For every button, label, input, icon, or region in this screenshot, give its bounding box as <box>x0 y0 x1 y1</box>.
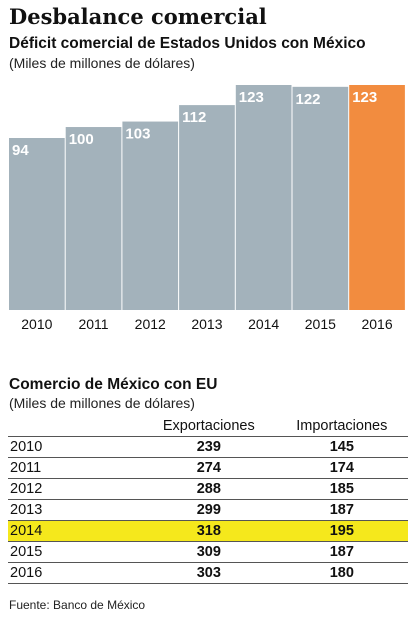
table-cell-year: 2010 <box>8 436 142 458</box>
bar-value-label: 122 <box>296 91 321 108</box>
table-cell-imports: 174 <box>275 457 408 479</box>
table-cell-year: 2012 <box>8 478 142 500</box>
bar-2013 <box>179 105 235 310</box>
x-tick-label: 2013 <box>191 316 222 332</box>
x-tick-label: 2015 <box>305 316 336 332</box>
table-cell-exports: 274 <box>142 457 276 479</box>
bar-2010 <box>9 138 65 310</box>
table-cell-imports: 195 <box>275 520 408 542</box>
table-cell-year: 2016 <box>8 562 142 584</box>
bar-2015 <box>292 86 349 311</box>
bar-value-label: 123 <box>352 89 377 106</box>
bar-value-label: 123 <box>239 89 264 106</box>
bar-value-label: 100 <box>69 131 94 148</box>
x-tick-label: 2014 <box>248 316 279 332</box>
trade-table: Exportaciones Importaciones 2010 239 145 20… <box>8 416 408 584</box>
table-cell-imports: 187 <box>275 499 408 521</box>
table-row: 2011 274 174 <box>8 457 408 479</box>
page-title: Desbalance comercial <box>9 4 267 29</box>
table-cell-exports: 299 <box>142 499 276 521</box>
table-cell-imports: 180 <box>275 562 408 584</box>
table-cell-imports: 185 <box>275 478 408 500</box>
table-cell-year: 2014 <box>8 520 142 542</box>
table-header-row: Exportaciones Importaciones <box>8 416 408 437</box>
bar-value-label: 103 <box>125 126 150 143</box>
x-tick-label: 2012 <box>135 316 166 332</box>
table-cell-year: 2013 <box>8 499 142 521</box>
table-row: 2016 303 180 <box>8 562 408 584</box>
bar-chart: 94 2010 100 2011 103 2012 112 2013 123 2014 122 201… <box>9 85 405 332</box>
table-units: (Miles de millones de dólares) <box>9 395 195 411</box>
table-cell-imports: 145 <box>275 436 408 458</box>
table-title: Comercio de México con EU <box>9 376 218 393</box>
bar-2011 <box>65 127 122 310</box>
table-cell-year: 2011 <box>8 457 142 479</box>
table-cell-imports: 187 <box>275 541 408 563</box>
table-cell-exports: 288 <box>142 478 276 500</box>
table-body: 2010 239 145 2011 274 174 2012 288 185 2013 299 187… <box>8 436 408 584</box>
table-row: 2014 318 195 <box>8 520 408 542</box>
bar-value-label: 94 <box>12 142 29 159</box>
bar-value-label: 112 <box>182 109 206 126</box>
table-header-exports: Exportaciones <box>162 418 255 434</box>
bar-2014 <box>235 85 292 310</box>
table-row: 2015 309 187 <box>8 541 408 563</box>
table-row: 2013 299 187 <box>8 499 408 521</box>
table-cell-exports: 318 <box>142 520 276 542</box>
table-cell-exports: 309 <box>142 541 276 563</box>
table-header-imports: Importaciones <box>296 418 388 434</box>
table-cell-exports: 239 <box>142 436 276 458</box>
table-row: 2010 239 145 <box>8 436 408 458</box>
x-tick-label: 2010 <box>21 316 52 332</box>
table-header-year <box>8 416 142 437</box>
chart-units: (Miles de millones de dólares) <box>9 55 195 71</box>
table-cell-year: 2015 <box>8 541 142 563</box>
source-note: Fuente: Banco de México <box>9 598 146 612</box>
bar-2016 <box>349 85 405 310</box>
table-row: 2012 288 185 <box>8 478 408 500</box>
table-cell-exports: 303 <box>142 562 276 584</box>
x-tick-label: 2016 <box>361 316 392 332</box>
x-tick-label: 2011 <box>78 316 108 332</box>
bar-2012 <box>122 121 179 310</box>
chart-title: Déficit comercial de Estados Unidos con … <box>9 35 366 52</box>
